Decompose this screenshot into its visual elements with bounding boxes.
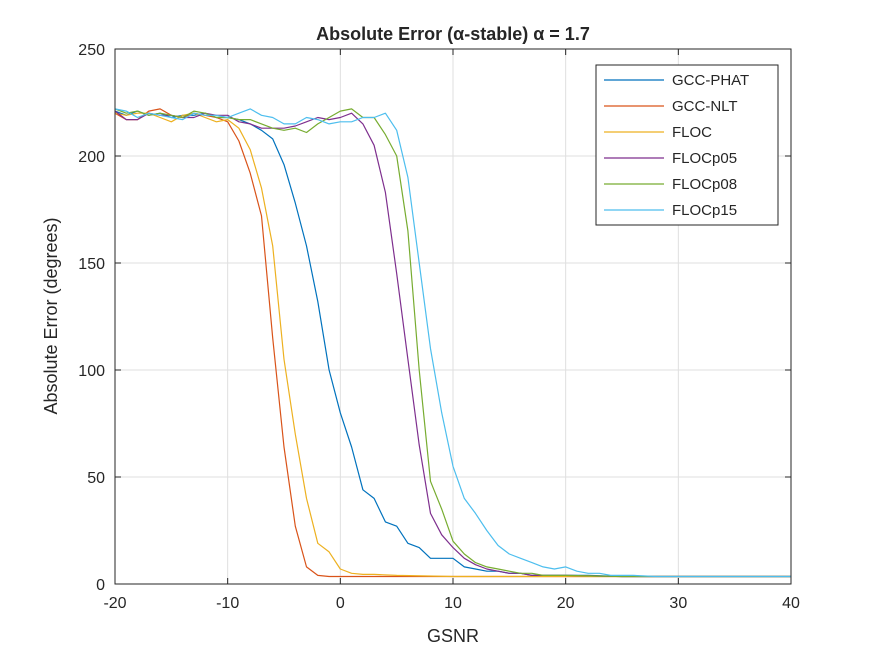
- x-tick-label: 30: [669, 595, 687, 612]
- x-tick-label: 10: [444, 595, 462, 612]
- x-tick-label: -20: [103, 595, 126, 612]
- legend-label: GCC-PHAT: [672, 72, 749, 89]
- series-line-gcc-nlt: [114, 108, 791, 578]
- y-tick-label: 0: [96, 577, 105, 594]
- legend: GCC-PHAT GCC-NLT FLOC FLOCp05 FLOCp08 FLOCp15: [595, 64, 779, 226]
- series-line-flocp05: [114, 110, 791, 578]
- legend-label: FLOC: [672, 124, 712, 141]
- legend-label: FLOCp15: [672, 202, 737, 219]
- x-tick-label: 40: [782, 595, 800, 612]
- x-tick-label: 20: [557, 595, 575, 612]
- legend-label: FLOCp05: [672, 150, 737, 167]
- axis-ticks: -20 -10 0 10 20 30 40 0 50 100 150 200 250: [78, 42, 800, 612]
- series-lines: [114, 108, 791, 578]
- series-line-floc: [114, 112, 791, 578]
- series-line-flocp08: [114, 108, 791, 578]
- x-axis-label: GSNR: [427, 626, 479, 646]
- y-tick-label: 50: [87, 470, 105, 487]
- chart-title: Absolute Error (α-stable) α = 1.7: [316, 24, 590, 44]
- x-tick-label: 0: [336, 595, 345, 612]
- legend-label: FLOCp08: [672, 176, 737, 193]
- x-tick-label: -10: [216, 595, 239, 612]
- legend-label: GCC-NLT: [672, 98, 738, 115]
- y-tick-label: 200: [78, 149, 105, 166]
- y-tick-label: 150: [78, 256, 105, 273]
- y-tick-label: 250: [78, 42, 105, 59]
- legend-box: [595, 64, 779, 226]
- y-axis-label: Absolute Error (degrees): [41, 217, 61, 414]
- y-tick-label: 100: [78, 363, 105, 380]
- series-line-flocp15: [114, 108, 791, 578]
